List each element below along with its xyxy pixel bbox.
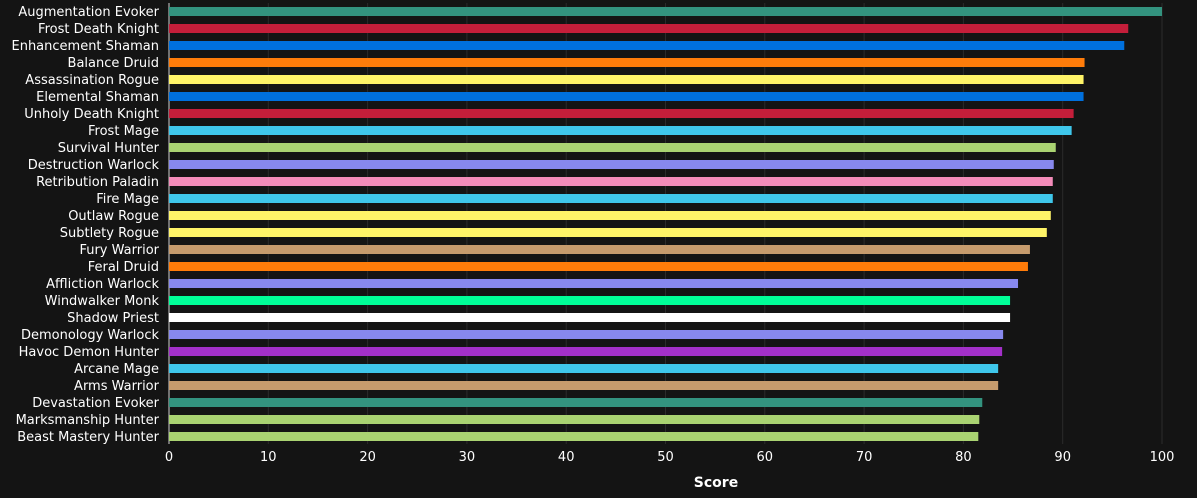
grid-layer bbox=[168, 3, 1163, 444]
category-label: Shadow Priest bbox=[67, 311, 159, 326]
bar bbox=[169, 160, 1054, 169]
category-label: Destruction Warlock bbox=[28, 158, 160, 173]
bar bbox=[169, 211, 1051, 220]
x-tick-label: 40 bbox=[558, 450, 575, 465]
category-label: Fury Warrior bbox=[79, 243, 159, 258]
category-label: Augmentation Evoker bbox=[18, 5, 159, 20]
bar bbox=[169, 194, 1053, 203]
bar bbox=[169, 143, 1056, 152]
category-label: Havoc Demon Hunter bbox=[19, 345, 160, 360]
x-axis-title: Score bbox=[694, 475, 738, 491]
bar bbox=[169, 313, 1011, 322]
x-tick-label: 10 bbox=[260, 450, 277, 465]
category-label: Marksmanship Hunter bbox=[16, 413, 160, 428]
x-tick-label: 60 bbox=[757, 450, 774, 465]
bar bbox=[169, 330, 1004, 339]
category-label: Outlaw Rogue bbox=[68, 209, 159, 224]
category-label: Arcane Mage bbox=[74, 362, 159, 377]
bar bbox=[169, 364, 999, 373]
bar bbox=[169, 7, 1162, 16]
category-label: Feral Druid bbox=[88, 260, 159, 275]
x-tick-label: 70 bbox=[856, 450, 873, 465]
bar bbox=[169, 415, 980, 424]
category-label: Beast Mastery Hunter bbox=[17, 430, 159, 445]
category-labels: Augmentation Evoker Frost Death Knight Enh… bbox=[11, 5, 159, 445]
bar bbox=[169, 41, 1125, 50]
category-label: Enhancement Shaman bbox=[11, 39, 159, 54]
bars-layer bbox=[169, 7, 1162, 441]
bar bbox=[169, 109, 1074, 118]
category-label: Retribution Paladin bbox=[36, 175, 159, 190]
category-label: Elemental Shaman bbox=[36, 90, 159, 105]
bar bbox=[169, 398, 983, 407]
bar bbox=[169, 92, 1084, 101]
category-label: Fire Mage bbox=[96, 192, 159, 207]
bar bbox=[169, 381, 999, 390]
category-label: Unholy Death Knight bbox=[24, 107, 159, 122]
x-tick-label: 80 bbox=[955, 450, 972, 465]
bar bbox=[169, 347, 1003, 356]
bar bbox=[169, 58, 1085, 67]
bar bbox=[169, 24, 1129, 33]
bar bbox=[169, 262, 1028, 271]
x-tick-label: 90 bbox=[1054, 450, 1071, 465]
category-label: Affliction Warlock bbox=[46, 277, 159, 292]
bar bbox=[169, 279, 1019, 288]
x-tick-label: 0 bbox=[165, 450, 173, 465]
category-label: Frost Death Knight bbox=[38, 22, 159, 37]
bar bbox=[169, 228, 1047, 237]
bar bbox=[169, 245, 1030, 254]
bar bbox=[169, 177, 1053, 186]
x-tick-labels: 0 10 20 30 40 50 60 70 80 90 100 bbox=[165, 450, 1175, 465]
category-label: Assassination Rogue bbox=[25, 73, 159, 88]
category-label: Windwalker Monk bbox=[45, 294, 160, 309]
category-label: Subtlety Rogue bbox=[60, 226, 159, 241]
category-label: Demonology Warlock bbox=[21, 328, 160, 343]
x-tick-label: 20 bbox=[359, 450, 376, 465]
category-label: Arms Warrior bbox=[74, 379, 160, 394]
bar bbox=[169, 432, 979, 441]
category-label: Survival Hunter bbox=[58, 141, 160, 156]
bar bbox=[169, 126, 1072, 135]
x-tick-label: 30 bbox=[459, 450, 476, 465]
x-tick-label: 50 bbox=[657, 450, 674, 465]
bar bbox=[169, 296, 1011, 305]
category-label: Devastation Evoker bbox=[32, 396, 159, 411]
bar bbox=[169, 75, 1084, 84]
x-tick-label: 100 bbox=[1150, 450, 1175, 465]
category-label: Frost Mage bbox=[88, 124, 159, 139]
category-label: Balance Druid bbox=[68, 56, 159, 71]
